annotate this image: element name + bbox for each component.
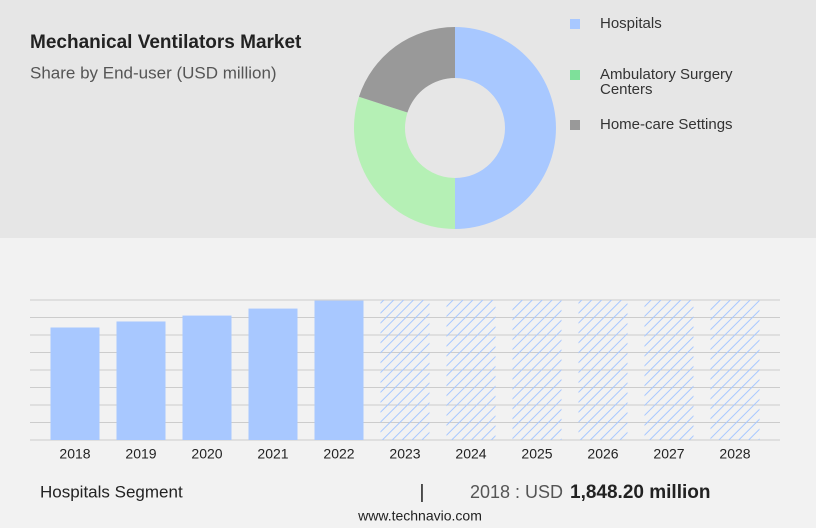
- footer-segment: Hospitals Segment: [40, 482, 183, 501]
- bar: [314, 300, 364, 440]
- donut-slice: [353, 96, 455, 230]
- x-tick-label: 2023: [389, 446, 420, 462]
- legend-swatch: [570, 70, 580, 80]
- forecast-placeholder: [644, 300, 694, 440]
- legend-label: Ambulatory Surgery Centers: [600, 66, 733, 98]
- bar: [182, 315, 232, 440]
- legend-label: Home-care Settings: [600, 116, 733, 133]
- donut-slice: [358, 27, 455, 113]
- footer-year: 2018 : USD: [470, 482, 563, 502]
- forecast-placeholder: [380, 300, 430, 440]
- chart-title: Mechanical Ventilators Market: [30, 32, 302, 53]
- x-tick-label: 2025: [521, 446, 552, 462]
- footer-source: www.technavio.com: [357, 508, 482, 524]
- x-tick-label: 2020: [191, 446, 222, 462]
- footer-value: 1,848.20 million: [570, 482, 710, 503]
- x-tick-label: 2021: [257, 446, 288, 462]
- x-tick-label: 2019: [125, 446, 156, 462]
- legend-swatch: [570, 19, 580, 29]
- chart-subtitle: Share by End-user (USD million): [30, 63, 277, 82]
- legend-swatch: [570, 120, 580, 130]
- forecast-placeholder: [512, 300, 562, 440]
- donut-slice: [455, 27, 556, 229]
- x-tick-label: 2027: [653, 446, 684, 462]
- forecast-placeholder: [710, 300, 760, 440]
- x-tick-label: 2026: [587, 446, 618, 462]
- x-tick-label: 2024: [455, 446, 486, 462]
- forecast-placeholder: [578, 300, 628, 440]
- forecast-placeholder: [446, 300, 496, 440]
- x-tick-label: 2028: [719, 446, 750, 462]
- bar: [50, 327, 100, 440]
- bar: [248, 308, 298, 440]
- footer-separator: |: [420, 482, 425, 503]
- legend-label: Hospitals: [600, 15, 662, 32]
- bar: [116, 321, 166, 440]
- x-tick-label: 2022: [323, 446, 354, 462]
- x-tick-label: 2018: [59, 446, 90, 462]
